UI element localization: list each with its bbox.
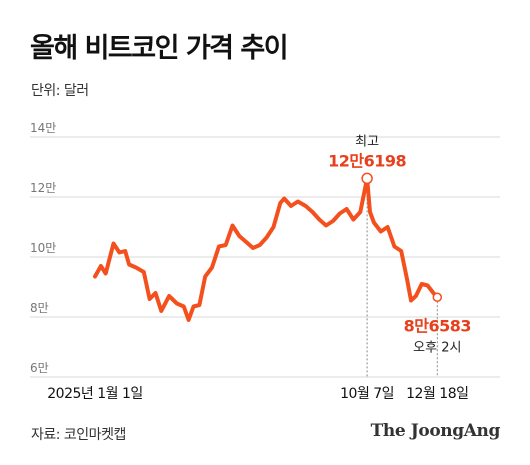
annotation-marker [361, 172, 373, 185]
y-axis-ticks: 14만 12만 10만 8만 6만 [30, 121, 56, 375]
annotation-marker [432, 292, 443, 303]
annotation-guides [366, 178, 438, 377]
gridlines [30, 136, 500, 378]
annotation-markers [361, 172, 443, 303]
latest-time-label: 오후 2시 [413, 340, 461, 355]
unit-label: 단위: 달러 [31, 83, 89, 99]
x-axis-ticks: 2025년 1월 1일 10월 7일 12월 18일 [47, 386, 469, 402]
source-label: 자료: 코인마켓캡 [31, 427, 126, 443]
y-tick-label: 14만 [30, 121, 56, 135]
price-series-line [93, 176, 440, 322]
y-tick-label: 6만 [30, 361, 49, 375]
x-tick-label: 12월 18일 [406, 386, 468, 402]
y-tick-label: 10만 [30, 241, 56, 255]
y-tick-label: 12만 [30, 181, 56, 195]
peak-annotation-label: 최고 [355, 134, 379, 149]
x-tick-label: 10월 7일 [340, 386, 394, 402]
annotation-labels: 최고 12만6198 8만6583 오후 2시 [328, 134, 471, 355]
peak-value-label: 12만6198 [328, 151, 406, 170]
latest-value-label: 8만6583 [404, 316, 471, 335]
x-tick-label: 2025년 1월 1일 [47, 386, 142, 402]
brand-logo: The JoongAng [370, 421, 501, 441]
y-tick-label: 8만 [30, 301, 49, 315]
chart-title: 올해 비트코인 가격 추이 [30, 33, 289, 64]
